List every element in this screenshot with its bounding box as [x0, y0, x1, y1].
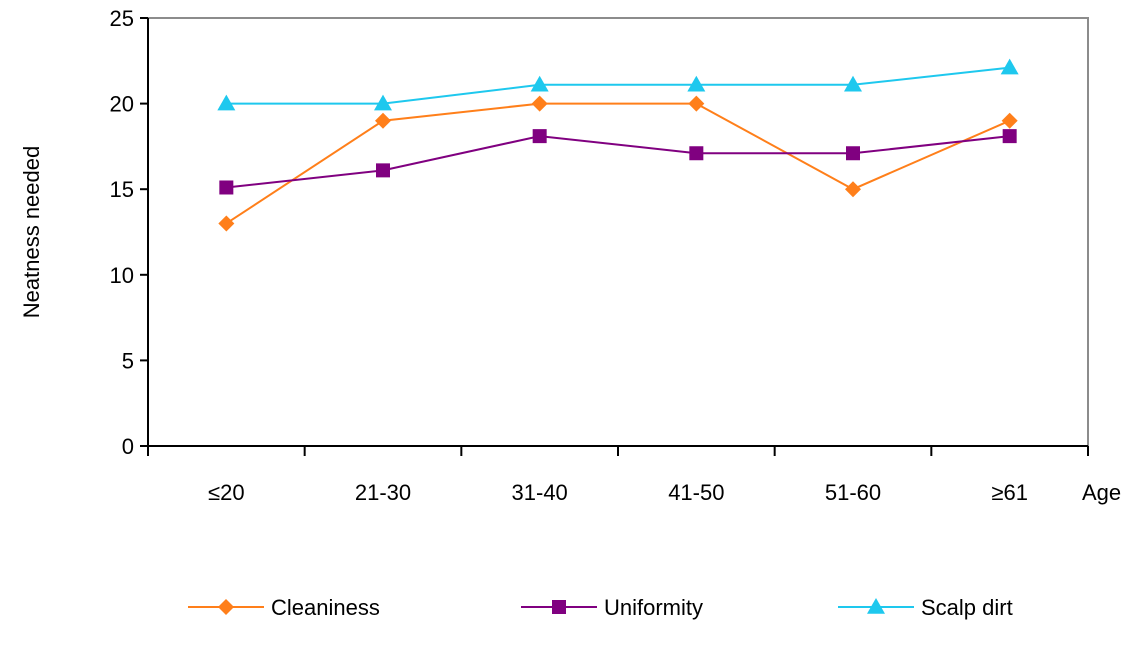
data-point-uniformity [376, 163, 390, 178]
data-point-scalp-dirt [217, 94, 236, 111]
data-point-cleaniness [218, 215, 235, 232]
y-tick-label: 20 [110, 92, 134, 117]
legend-label: Uniformity [604, 595, 703, 620]
series-uniformity [219, 129, 1017, 195]
legend-entry-scalp-dirt: Scalp dirt [838, 595, 1013, 620]
legend-entry-uniformity: Uniformity [521, 595, 703, 620]
data-point-scalp-dirt [687, 75, 706, 92]
data-point-scalp-dirt [530, 75, 549, 92]
x-axis-title: Age [1082, 480, 1121, 505]
x-tick-label: 31-40 [512, 480, 568, 505]
legend-entry-cleaniness: Cleaniness [188, 595, 380, 620]
data-point-uniformity [1002, 129, 1017, 144]
data-point-cleaniness [845, 181, 861, 198]
series-cleaniness [218, 95, 1018, 232]
x-axis-ticks: ≤20 21-30 31-40 41-50 51-60 ≥61 [147, 446, 1089, 505]
data-point-uniformity [846, 146, 860, 161]
series-scalp-dirt [217, 58, 1019, 111]
x-tick-label: 41-50 [668, 480, 724, 505]
data-point-cleaniness [375, 112, 391, 129]
y-tick-label: 5 [122, 348, 134, 373]
x-tick-label: ≤20 [208, 480, 245, 505]
data-point-uniformity [219, 180, 234, 195]
data-point-uniformity [689, 146, 704, 161]
legend-label: Cleaniness [271, 595, 380, 620]
series-line-uniformity [226, 135, 1010, 189]
plot-area-border [147, 17, 1089, 447]
data-point-scalp-dirt [844, 75, 862, 92]
y-axis-ticks: 0 5 10 15 20 25 [110, 6, 148, 459]
legend-label: Scalp dirt [921, 595, 1013, 620]
data-point-cleaniness [531, 95, 548, 112]
y-tick-label: 10 [110, 263, 134, 288]
x-tick-label: 21-30 [355, 480, 411, 505]
series-layer [217, 58, 1019, 232]
data-point-cleaniness [688, 95, 705, 112]
data-point-uniformity [532, 129, 547, 144]
y-tick-label: 15 [110, 177, 134, 202]
data-point-cleaniness [1001, 112, 1018, 129]
series-line-scalp-dirt [226, 66, 1010, 105]
x-tick-label: 51-60 [825, 480, 881, 505]
series-line-cleaniness [225, 102, 1011, 225]
y-axis-title: Neatness needed [19, 146, 44, 318]
y-tick-label: 25 [110, 6, 134, 31]
legend-swatch-marker [552, 600, 566, 614]
legend-swatch-marker [867, 598, 885, 614]
x-tick-label: ≥61 [991, 480, 1028, 505]
y-tick-label: 0 [122, 434, 134, 459]
data-point-scalp-dirt [1000, 58, 1019, 75]
legend-swatch-marker [218, 599, 234, 615]
data-point-scalp-dirt [374, 94, 392, 111]
legend: Cleaniness Uniformity Scalp dirt [188, 595, 1013, 620]
